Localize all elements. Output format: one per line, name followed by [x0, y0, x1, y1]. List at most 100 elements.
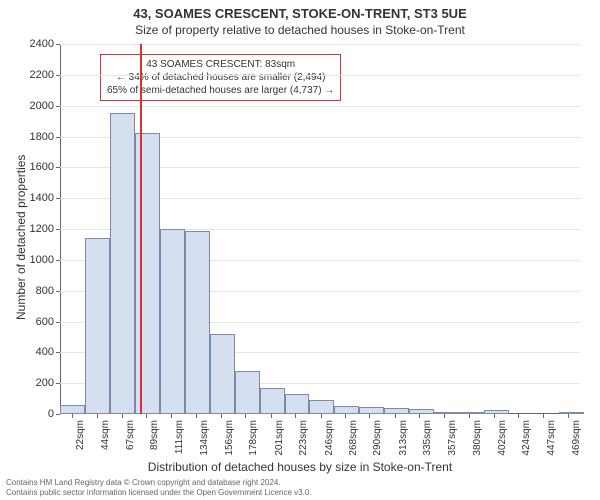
x-tick-label: 223sqm: [298, 420, 309, 456]
footer: Contains HM Land Registry data © Crown c…: [6, 478, 312, 498]
x-tick-label: 156sqm: [224, 420, 235, 456]
y-tick-mark: [56, 352, 60, 353]
histogram-bar: [484, 410, 509, 414]
histogram-bar: [285, 394, 310, 414]
gridline: [60, 75, 580, 76]
histogram-bar: [185, 231, 210, 414]
histogram-bar: [334, 406, 359, 414]
y-tick-label: 600: [14, 316, 54, 328]
annotation-box: 43 SOAMES CRESCENT: 83sqm ← 34% of detac…: [100, 54, 341, 101]
y-tick-label: 1200: [14, 223, 54, 235]
x-tick-label: 89sqm: [149, 420, 160, 450]
y-tick-mark: [56, 322, 60, 323]
y-tick-label: 2200: [14, 69, 54, 81]
gridline: [60, 44, 580, 45]
x-tick-mark: [568, 414, 569, 418]
x-tick-label: 447sqm: [546, 420, 557, 456]
x-tick-mark: [321, 414, 322, 418]
x-tick-label: 357sqm: [447, 420, 458, 456]
y-tick-mark: [56, 229, 60, 230]
y-tick-mark: [56, 383, 60, 384]
y-tick-mark: [56, 260, 60, 261]
x-tick-label: 335sqm: [422, 420, 433, 456]
x-tick-mark: [196, 414, 197, 418]
histogram-bar: [559, 412, 584, 414]
y-tick-label: 2400: [14, 38, 54, 50]
footer-line: Contains public sector information licen…: [6, 488, 312, 498]
x-tick-mark: [122, 414, 123, 418]
x-tick-mark: [97, 414, 98, 418]
marker-line: [140, 44, 142, 414]
histogram-bar: [160, 229, 185, 414]
x-tick-label: 313sqm: [398, 420, 409, 456]
x-tick-label: 134sqm: [199, 420, 210, 456]
x-tick-label: 469sqm: [571, 420, 582, 456]
x-tick-label: 201sqm: [274, 420, 285, 456]
histogram-bar: [235, 371, 260, 414]
y-tick-label: 800: [14, 285, 54, 297]
x-tick-label: 67sqm: [125, 420, 136, 450]
y-tick-mark: [56, 137, 60, 138]
x-tick-label: 380sqm: [472, 420, 483, 456]
chart-title: 43, SOAMES CRESCENT, STOKE-ON-TRENT, ST3…: [0, 0, 600, 21]
y-tick-mark: [56, 106, 60, 107]
x-axis-label: Distribution of detached houses by size …: [0, 460, 600, 474]
x-tick-mark: [518, 414, 519, 418]
chart-container: 43, SOAMES CRESCENT, STOKE-ON-TRENT, ST3…: [0, 0, 600, 500]
y-tick-label: 400: [14, 346, 54, 358]
histogram-bar: [384, 408, 409, 414]
histogram-bar: [110, 113, 135, 414]
histogram-bar: [434, 412, 459, 414]
x-tick-mark: [221, 414, 222, 418]
y-tick-label: 200: [14, 377, 54, 389]
y-tick-label: 0: [14, 408, 54, 420]
chart-subtitle: Size of property relative to detached ho…: [0, 21, 600, 37]
x-tick-mark: [543, 414, 544, 418]
x-tick-mark: [469, 414, 470, 418]
gridline: [60, 106, 580, 107]
x-tick-mark: [146, 414, 147, 418]
x-tick-mark: [295, 414, 296, 418]
y-tick-mark: [56, 167, 60, 168]
plot-area: 43 SOAMES CRESCENT: 83sqm ← 34% of detac…: [60, 44, 580, 414]
y-tick-mark: [56, 198, 60, 199]
plot: 43 SOAMES CRESCENT: 83sqm ← 34% of detac…: [60, 44, 580, 414]
x-tick-mark: [395, 414, 396, 418]
x-tick-mark: [494, 414, 495, 418]
x-tick-label: 111sqm: [174, 420, 185, 454]
histogram-bar: [60, 405, 85, 414]
y-tick-label: 1800: [14, 131, 54, 143]
y-tick-label: 1400: [14, 192, 54, 204]
x-tick-mark: [444, 414, 445, 418]
x-tick-label: 22sqm: [75, 420, 86, 450]
histogram-bar: [309, 400, 334, 414]
histogram-bar: [359, 407, 384, 414]
x-tick-label: 246sqm: [324, 420, 335, 456]
x-tick-label: 424sqm: [521, 420, 532, 456]
x-tick-label: 290sqm: [372, 420, 383, 456]
footer-line: Contains HM Land Registry data © Crown c…: [6, 478, 312, 488]
y-tick-mark: [56, 291, 60, 292]
x-tick-mark: [271, 414, 272, 418]
histogram-bar: [260, 388, 285, 414]
x-tick-mark: [171, 414, 172, 418]
x-tick-label: 268sqm: [348, 420, 359, 456]
x-tick-mark: [72, 414, 73, 418]
y-tick-mark: [56, 414, 60, 415]
x-tick-label: 402sqm: [497, 420, 508, 456]
y-tick-label: 2000: [14, 100, 54, 112]
x-tick-mark: [345, 414, 346, 418]
x-tick-label: 44sqm: [100, 420, 111, 450]
x-tick-mark: [419, 414, 420, 418]
y-tick-label: 1000: [14, 254, 54, 266]
x-tick-mark: [245, 414, 246, 418]
y-tick-mark: [56, 44, 60, 45]
histogram-bar: [459, 412, 484, 414]
x-tick-label: 178sqm: [248, 420, 259, 456]
histogram-bar: [409, 409, 434, 414]
x-tick-mark: [369, 414, 370, 418]
y-tick-mark: [56, 75, 60, 76]
y-tick-label: 1600: [14, 161, 54, 173]
histogram-bar: [85, 238, 110, 414]
histogram-bar: [210, 334, 235, 414]
